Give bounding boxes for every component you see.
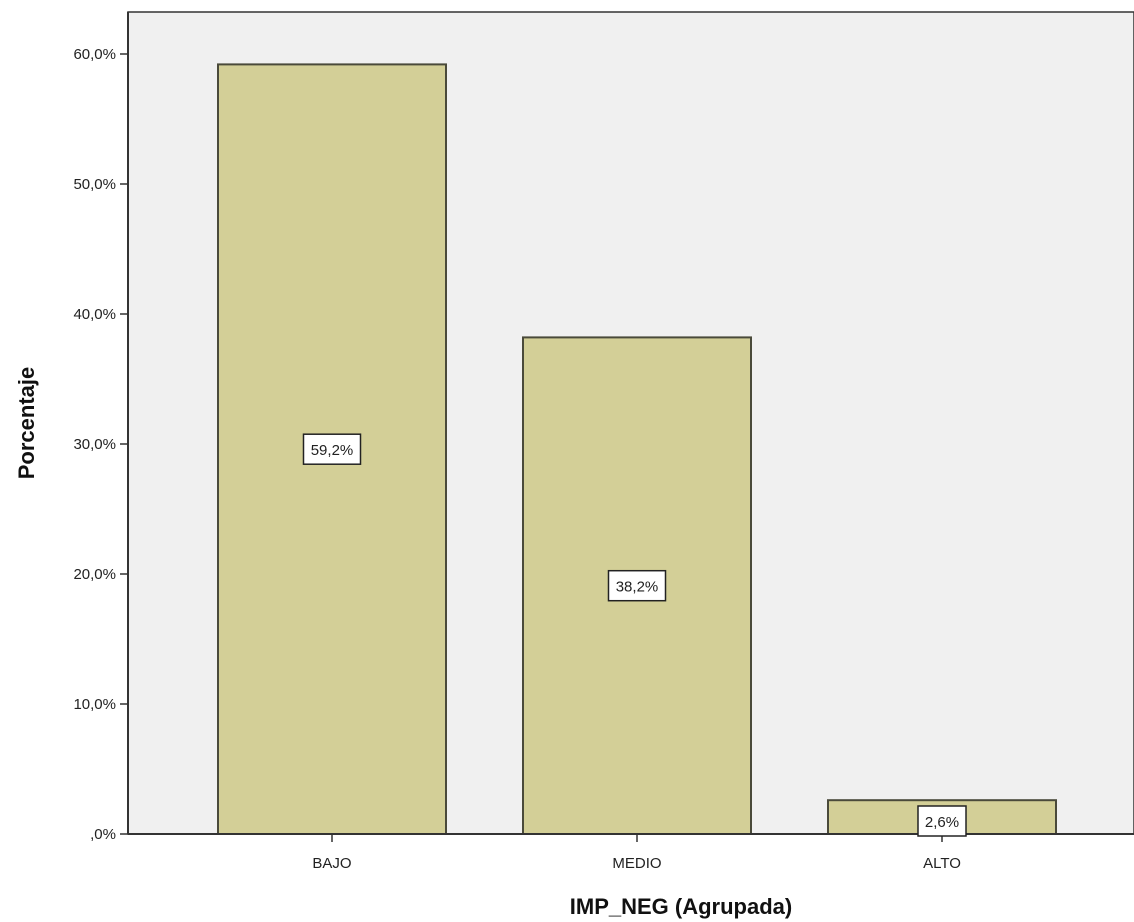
data-label-text: 2,6%	[925, 814, 959, 831]
y-tick-label: 50,0%	[73, 176, 116, 193]
y-tick-label: ,0%	[90, 826, 116, 843]
data-label-box	[302, 433, 362, 465]
x-ticks: BAJO MEDIO ALTO	[312, 834, 961, 872]
y-tick-label: 30,0%	[73, 436, 116, 453]
y-tick-label: 60,0%	[73, 46, 116, 63]
data-label-box	[917, 805, 967, 837]
data-label-text: 59,2%	[311, 442, 354, 459]
y-axis-title: Porcentaje	[14, 367, 39, 480]
data-label-text: 38,2%	[616, 579, 659, 596]
y-tick-label: 40,0%	[73, 306, 116, 323]
y-tick-label: 20,0%	[73, 566, 116, 583]
y-tick-label: 10,0%	[73, 696, 116, 713]
x-tick-label-bajo: BAJO	[312, 855, 351, 872]
data-label-alto: 2,6%	[917, 805, 967, 837]
data-label-medio: 38,2%	[607, 569, 667, 602]
x-axis-title: IMP_NEG (Agrupada)	[570, 894, 792, 919]
y-ticks: ,0% 10,0% 20,0% 30,0% 40,0% 50,0% 60,0%	[73, 46, 128, 843]
data-label-box	[607, 569, 667, 602]
data-labels: 59,2% 38,2% 2,6%	[302, 433, 967, 837]
x-tick-label-alto: ALTO	[923, 855, 961, 872]
data-label-bajo: 59,2%	[302, 433, 362, 465]
x-tick-label-medio: MEDIO	[612, 855, 661, 872]
